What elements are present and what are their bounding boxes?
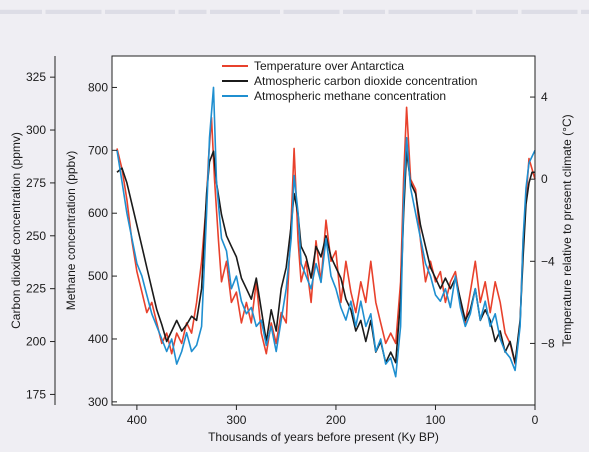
temp-tick-label: −8 <box>541 336 555 350</box>
temp-tick-label: 4 <box>541 90 548 104</box>
temp-tick-label: −4 <box>541 254 555 268</box>
x-axis-title: Thousands of years before present (Ky BP… <box>208 430 439 444</box>
series-line-1 <box>116 106 536 365</box>
legend-label-3: Atmospheric methane concentration <box>254 89 446 103</box>
legend-label-1: Temperature over Antarctica <box>254 59 404 73</box>
temp-axis-title: Temperature relative to present climate … <box>560 114 574 346</box>
legend-label-2: Atmospheric carbon dioxide concentration <box>254 74 477 88</box>
ch4-axis-title: Methane concentration (ppbv) <box>64 151 78 310</box>
ch4-tick-label: 800 <box>88 80 108 94</box>
x-tick-label: 0 <box>532 413 539 427</box>
ch4-tick-label: 500 <box>88 269 108 283</box>
ch4-tick-label: 600 <box>88 206 108 220</box>
ch4-tick-label: 300 <box>88 395 108 409</box>
x-tick-label: 200 <box>326 413 346 427</box>
co2-tick-label: 300 <box>26 123 46 137</box>
x-tick-label: 100 <box>425 413 445 427</box>
x-tick-label: 300 <box>226 413 246 427</box>
co2-tick-label: 225 <box>26 282 46 296</box>
co2-tick-label: 275 <box>26 176 46 190</box>
plot-area <box>112 56 535 405</box>
ch4-tick-label: 700 <box>88 143 108 157</box>
co2-tick-label: 250 <box>26 229 46 243</box>
series-line-3 <box>116 86 536 378</box>
co2-tick-label: 200 <box>26 335 46 349</box>
plot-frame <box>111 55 536 406</box>
co2-tick-label: 175 <box>26 387 46 401</box>
co2-axis-title: Carbon dioxide concentration (ppmv) <box>9 132 23 329</box>
co2-tick-label: 325 <box>26 70 46 84</box>
ch4-tick-label: 400 <box>88 332 108 346</box>
temp-tick-label: 0 <box>541 172 548 186</box>
x-tick-label: 400 <box>127 413 147 427</box>
